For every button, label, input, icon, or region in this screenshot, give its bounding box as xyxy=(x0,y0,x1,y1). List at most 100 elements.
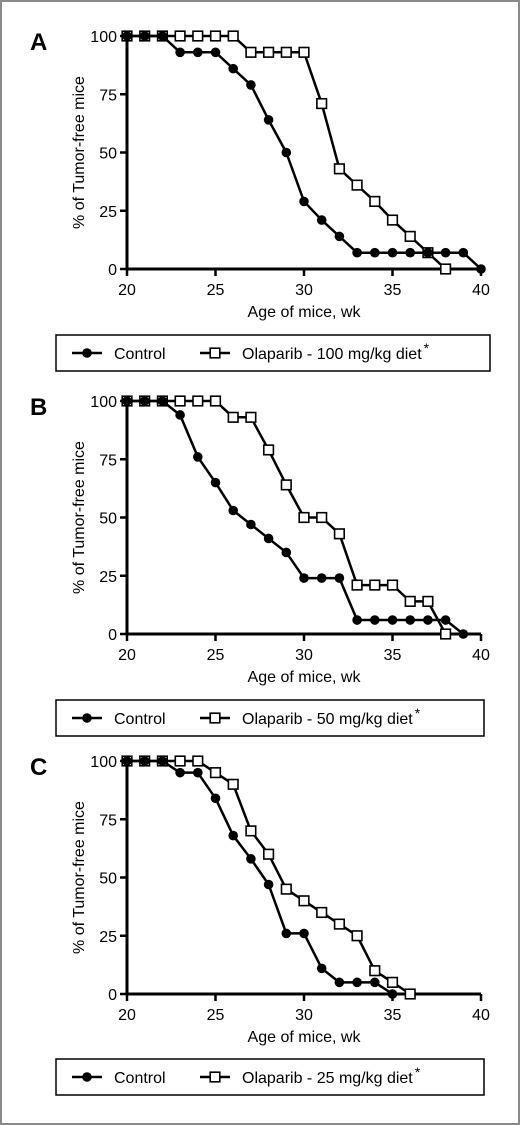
y-tick-label: 25 xyxy=(99,929,117,946)
x-axis-title: Age of mice, wk xyxy=(248,669,362,686)
data-point xyxy=(174,755,186,767)
x-tick-label: 35 xyxy=(384,647,402,664)
legend-label-olaparib: Olaparib - 50 mg/kg diet * xyxy=(242,705,421,728)
data-point xyxy=(280,46,292,58)
data-point xyxy=(193,452,203,462)
data-point xyxy=(227,411,239,423)
legend-label-olaparib: Olaparib - 100 mg/kg diet * xyxy=(242,340,430,363)
data-point xyxy=(281,928,292,939)
data-point xyxy=(193,47,203,58)
data-point xyxy=(439,628,452,640)
x-axis-title: Age of mice, wk xyxy=(248,1029,362,1046)
data-point xyxy=(263,879,274,890)
legend-label-olaparib-text: Olaparib - 25 mg/kg diet xyxy=(242,1070,413,1087)
y-tick-label: 100 xyxy=(90,394,117,411)
data-point xyxy=(352,977,362,988)
data-point xyxy=(175,410,185,420)
x-tick-label: 40 xyxy=(472,1007,490,1024)
y-tick-label: 0 xyxy=(108,262,117,279)
data-point xyxy=(370,615,380,625)
data-point xyxy=(281,147,292,158)
data-point xyxy=(369,965,381,977)
legend-marker-control xyxy=(82,713,92,723)
data-point xyxy=(458,629,469,639)
data-point xyxy=(245,46,257,58)
data-point xyxy=(139,756,150,766)
y-tick-label: 75 xyxy=(99,812,117,829)
legend-marker-olaparib xyxy=(209,347,221,359)
data-point xyxy=(299,928,309,939)
data-point xyxy=(370,977,380,988)
data-point xyxy=(281,547,292,558)
data-point xyxy=(209,395,222,407)
data-point xyxy=(404,988,416,1000)
data-point xyxy=(246,519,256,530)
data-point xyxy=(316,97,328,110)
x-tick-label: 25 xyxy=(207,282,225,299)
data-point xyxy=(174,395,186,407)
data-point xyxy=(423,247,433,258)
data-point xyxy=(404,595,416,607)
x-tick-label: 25 xyxy=(207,647,225,664)
data-point xyxy=(298,895,310,907)
legend-marker-control xyxy=(82,1072,92,1082)
legend-label-control: Control xyxy=(114,346,166,363)
series-control xyxy=(122,756,398,999)
data-point xyxy=(333,163,346,175)
data-point xyxy=(333,918,346,930)
data-point xyxy=(298,511,310,524)
panel-label: A xyxy=(30,29,47,56)
data-point xyxy=(386,214,399,226)
data-point xyxy=(351,179,363,191)
data-point xyxy=(352,615,362,625)
legend: Control Olaparib - 100 mg/kg diet * xyxy=(55,334,491,372)
legend-asterisk: * xyxy=(415,1064,421,1080)
legend-box xyxy=(55,699,485,737)
x-tick-label: 40 xyxy=(472,282,490,299)
y-tick-label: 50 xyxy=(99,511,117,528)
data-point xyxy=(404,230,416,242)
panel-label: B xyxy=(30,394,47,421)
data-point xyxy=(387,615,398,625)
data-point xyxy=(210,477,221,488)
data-point xyxy=(139,31,150,41)
data-point xyxy=(334,573,345,583)
data-point xyxy=(405,247,416,258)
data-point xyxy=(228,63,238,74)
data-point xyxy=(405,615,416,625)
series-control xyxy=(122,31,486,274)
y-tick-label: 100 xyxy=(90,754,117,771)
data-point xyxy=(316,215,327,225)
series-control xyxy=(122,396,469,639)
chart-panel-c: C 0 25 50 75 100 20 25 30 35 40 Age of mice, wk % of… xyxy=(30,754,490,1096)
data-point xyxy=(316,963,327,974)
data-point xyxy=(316,906,328,919)
data-point xyxy=(209,767,222,779)
data-point xyxy=(209,30,222,42)
data-point xyxy=(476,264,486,274)
legend-label-control: Control xyxy=(114,711,166,728)
data-point xyxy=(280,883,292,895)
legend-box xyxy=(55,1058,485,1096)
data-point xyxy=(122,756,132,766)
data-point xyxy=(263,533,274,544)
x-tick-label: 30 xyxy=(295,1007,313,1024)
data-point xyxy=(440,615,451,625)
x-tick-label: 25 xyxy=(207,1007,225,1024)
y-tick-label: 75 xyxy=(99,87,117,104)
data-point xyxy=(157,31,168,41)
data-point xyxy=(387,989,398,999)
legend-label-control: Control xyxy=(114,1070,166,1087)
data-point xyxy=(245,825,257,837)
legend: Control Olaparib - 25 mg/kg diet * xyxy=(55,1058,485,1096)
x-tick-label: 35 xyxy=(384,282,402,299)
data-point xyxy=(280,479,292,491)
y-axis-title: % of Tumor-free mice xyxy=(71,801,88,954)
data-point xyxy=(387,247,398,258)
chart-panel-b: B 0 25 50 75 100 20 25 30 35 40 Age of mice, wk % of… xyxy=(30,394,490,737)
data-point xyxy=(262,444,275,456)
series-olaparib xyxy=(121,395,452,640)
data-point xyxy=(299,573,309,583)
data-point xyxy=(174,30,186,42)
